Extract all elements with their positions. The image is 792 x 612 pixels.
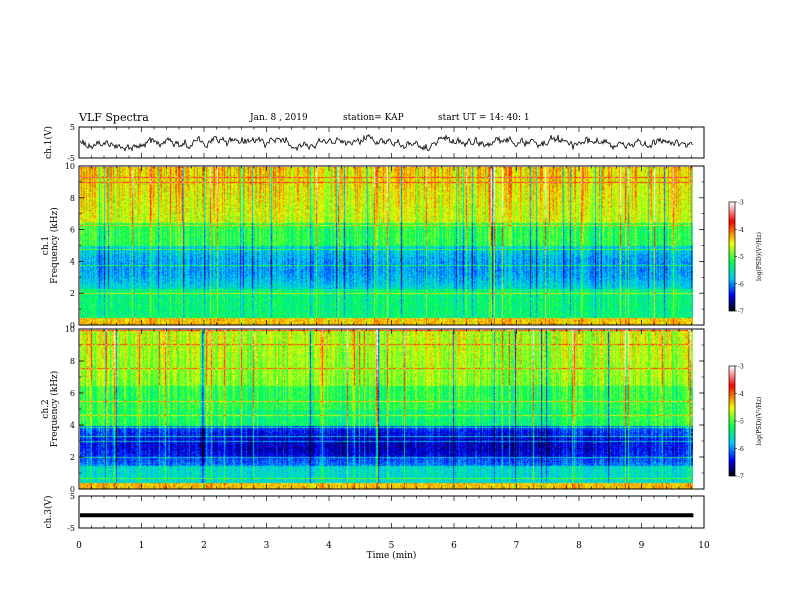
colorbar-tick-label: -5: [738, 419, 744, 426]
y-tick-label: 8: [70, 194, 75, 203]
spectrogram-2: [80, 330, 693, 489]
x-tick-label: 0: [76, 541, 82, 551]
colorbar-label-1: log(PSD)(V²/Hz): [756, 232, 763, 281]
x-tick-label: 8: [576, 541, 582, 551]
y-tick-label: 10: [65, 325, 75, 334]
x-tick-label: 4: [326, 541, 332, 551]
colorbar-1: -3 -4 -5 -6 -7 log(PSD)(V²/Hz): [728, 200, 763, 316]
colorbar-tick-label: -3: [738, 364, 744, 371]
y-tick-label: 0: [70, 321, 75, 330]
spectrogram-image-2: [80, 330, 693, 489]
y-tick-label: 5: [70, 492, 75, 501]
colorbar-tick-label: -7: [738, 309, 744, 316]
colorbar-tick-label: -7: [738, 474, 744, 481]
colorbar-label-2: log(PSD)(V²/Hz): [756, 397, 763, 446]
y-tick-label: -5: [67, 524, 75, 533]
y-axis-label-2: Frequency (kHz): [49, 207, 60, 284]
station-label: station= KAP: [343, 113, 404, 123]
y-tick-label: 8: [70, 357, 75, 366]
x-tick-label: 1: [139, 541, 145, 551]
y-axis-label-1: ch.1(V): [43, 126, 54, 159]
x-tick-label: 9: [639, 541, 645, 551]
chart-title: VLF Spectra: [79, 111, 149, 124]
y-axis-label-4: ch.3(V): [43, 496, 54, 529]
date-label: Jan. 8 , 2019: [250, 113, 308, 123]
x-tick-label: 10: [698, 541, 710, 551]
start-time-label: start UT = 14: 40: 1: [438, 113, 530, 123]
y-axis-label-3: Frequency (kHz): [49, 371, 60, 448]
y-tick-label: 10: [65, 162, 75, 171]
y-tick-label: 0: [70, 485, 75, 494]
colorbar-tick-label: -4: [738, 391, 744, 398]
colorbar-gradient-2: [729, 366, 735, 476]
x-axis-label: Time (min): [367, 550, 417, 561]
x-tick-label: 6: [451, 541, 457, 551]
colorbar-tick-label: -6: [738, 281, 744, 288]
colorbar-gradient-1: [729, 202, 735, 311]
colorbar-tick-label: -5: [738, 254, 744, 261]
x-tick-label: 7: [514, 541, 520, 551]
y-tick-label: 6: [70, 389, 75, 398]
ch1-trace: [79, 133, 694, 152]
y-tick-label: 4: [70, 421, 75, 430]
x-tick-label: 3: [264, 541, 270, 551]
y-tick-label: 2: [70, 289, 75, 298]
colorbar-2: -3 -4 -5 -6 -7 log(PSD)(V²/Hz): [728, 364, 763, 481]
y-tick-label: 6: [70, 226, 75, 235]
y-tick-label: 2: [70, 453, 75, 462]
x-tick-label: 2: [201, 541, 207, 551]
colorbar-tick-label: -3: [738, 200, 744, 207]
y-axis-label-2: ch.1: [41, 236, 51, 255]
colorbar-tick-label: -6: [738, 446, 744, 453]
y-tick-label: 5: [70, 123, 75, 132]
colorbar-tick-label: -4: [738, 227, 744, 234]
y-axis-label-3: ch.2: [41, 399, 51, 418]
y-tick-label: -5: [67, 154, 75, 163]
x-tick-label: 5: [389, 541, 395, 551]
y-tick-label: 4: [70, 257, 75, 266]
spectrogram-1: [80, 167, 693, 325]
spectrogram-image-1: [80, 167, 693, 325]
